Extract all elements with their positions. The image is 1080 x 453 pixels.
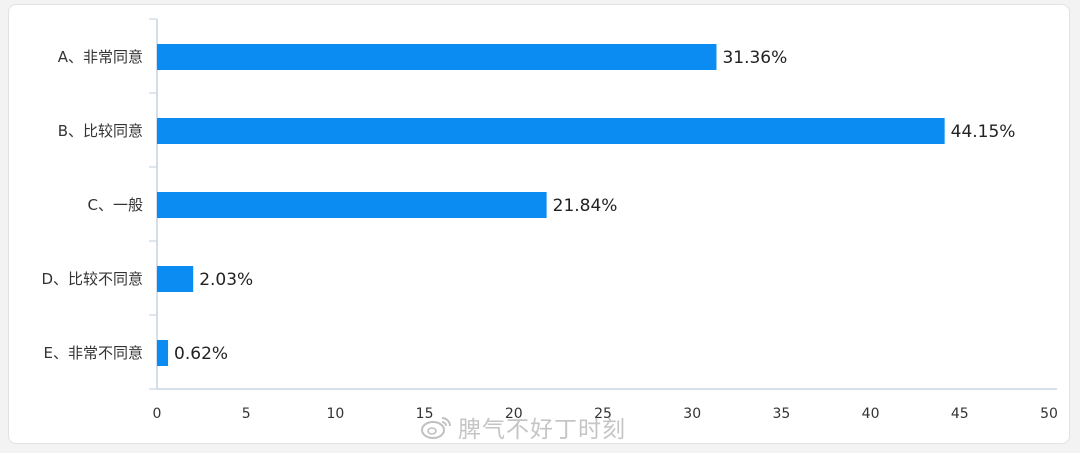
watermark: 脾气不好丁时刻 [420, 410, 626, 444]
bar [157, 340, 169, 366]
x-tick-label: 45 [951, 406, 969, 422]
data-label: 2.03% [199, 270, 253, 290]
category-labels: A、非常同意 B、比较同意 C、一般 D、比较不同意 E、非常不同意 [41, 48, 143, 362]
data-label: 21.84% [553, 196, 618, 216]
x-tick-label: 0 [153, 406, 162, 422]
x-tick-label: 5 [242, 406, 251, 422]
x-tick-label: 40 [862, 406, 880, 422]
category-label: E、非常不同意 [44, 344, 143, 362]
bar [157, 118, 945, 144]
bar-chart: A、非常同意 B、比较同意 C、一般 D、比较不同意 E、非常不同意 31.36% 44.… [41, 18, 1058, 422]
data-label: 31.36% [722, 48, 787, 68]
category-label: C、一般 [88, 196, 143, 214]
bar [157, 44, 717, 70]
chart-card: A、非常同意 B、比较同意 C、一般 D、比较不同意 E、非常不同意 31.36% 44.… [8, 4, 1070, 444]
x-tick-label: 20 [505, 406, 523, 422]
category-label: D、比较不同意 [41, 270, 143, 288]
x-tick-label: 30 [683, 406, 701, 422]
bars [157, 44, 945, 366]
data-label: 44.15% [951, 122, 1016, 142]
x-tick-label: 25 [594, 406, 612, 422]
x-tick-label: 35 [772, 406, 790, 422]
bar [157, 266, 194, 292]
x-tick-label: 50 [1040, 406, 1058, 422]
category-label: B、比较同意 [58, 122, 143, 140]
x-tick-label: 10 [326, 406, 344, 422]
data-labels: 31.36% 44.15% 21.84% 2.03% 0.62% [174, 48, 1015, 364]
category-label: A、非常同意 [58, 48, 143, 66]
watermark-text: 脾气不好丁时刻 [458, 417, 626, 443]
bar [157, 192, 547, 218]
weibo-icon [421, 417, 451, 439]
x-tick-label: 15 [416, 406, 434, 422]
x-tick-labels: 0 5 10 15 20 25 30 35 40 45 50 [153, 406, 1058, 422]
data-label: 0.62% [174, 344, 228, 364]
